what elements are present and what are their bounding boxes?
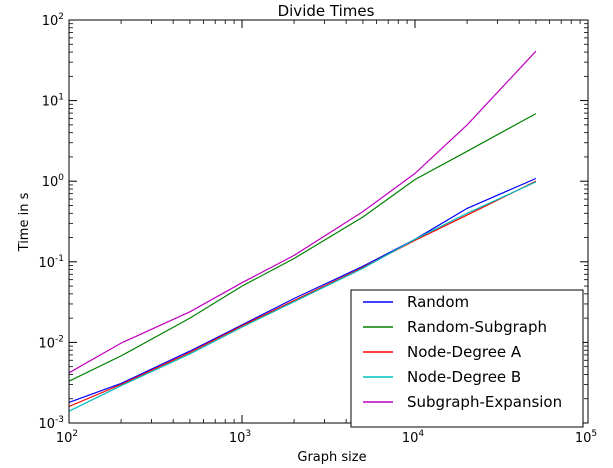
tick-exponent: 2 [58, 12, 64, 22]
legend-label: Node-Degree B [407, 368, 521, 386]
legend-label: Random-Subgraph [407, 318, 547, 336]
y-tick-label: 10-2 [38, 334, 64, 351]
legend-label: Subgraph-Expansion [407, 393, 562, 411]
tick-base: 10 [38, 256, 55, 271]
tick-exponent: -2 [55, 334, 64, 344]
y-axis-label: Time in s [17, 192, 32, 252]
tick-exponent: -1 [55, 254, 64, 264]
x-tick-label: 102 [56, 429, 78, 446]
chart-title: Divide Times [278, 2, 375, 20]
tick-exponent: 1 [58, 93, 64, 103]
tick-base: 10 [56, 431, 73, 446]
tick-exponent: 5 [591, 429, 597, 439]
x-axis-label: Graph size [297, 450, 366, 465]
y-tick-label: 100 [42, 173, 65, 190]
tick-base: 10 [402, 431, 419, 446]
y-tick-label: 102 [42, 12, 64, 29]
tick-exponent: -3 [55, 415, 64, 425]
tick-base: 10 [575, 431, 592, 446]
x-tick-label: 105 [575, 429, 597, 446]
series-line-random [68, 177, 537, 403]
series-line-node-degree-b [68, 181, 537, 412]
legend-box [350, 289, 584, 428]
x-tick-label: 104 [402, 429, 425, 446]
tick-base: 10 [42, 175, 59, 190]
y-tick-label: 10-3 [38, 415, 64, 432]
legend: Random Random-Subgraph Node-Degree A Node-D… [350, 289, 584, 428]
y-tick-label: 101 [42, 93, 64, 110]
series-line-node-degree-a [68, 180, 537, 408]
tick-base: 10 [42, 95, 59, 110]
series-line-random-subgraph [68, 113, 537, 382]
tick-exponent: 3 [245, 429, 251, 439]
y-tick-label: 10-1 [38, 254, 64, 271]
series-line-subgraph-expansion [68, 50, 537, 374]
tick-exponent: 2 [72, 429, 78, 439]
legend-label: Node-Degree A [407, 343, 522, 361]
tick-base: 10 [38, 336, 55, 351]
tick-base: 10 [38, 417, 55, 432]
tick-base: 10 [229, 431, 246, 446]
tick-exponent: 4 [418, 429, 424, 439]
series-lines [68, 50, 537, 412]
legend-label: Random [407, 293, 469, 311]
tick-exponent: 0 [58, 173, 64, 183]
x-tick-label: 103 [229, 429, 251, 446]
plot-frame [68, 19, 589, 424]
tick-base: 10 [42, 14, 59, 29]
